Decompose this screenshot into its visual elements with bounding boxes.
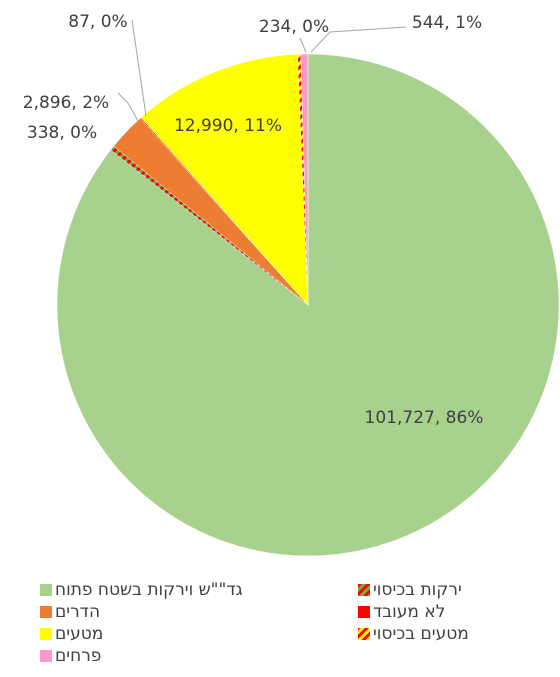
leader-line bbox=[131, 19, 147, 117]
leader-line bbox=[310, 26, 407, 53]
legend-swatch bbox=[40, 650, 52, 662]
data-label: 338, 0% bbox=[27, 123, 97, 143]
legend-label: ירקות בכיסוי bbox=[373, 580, 462, 600]
data-label: 2,896, 2% bbox=[23, 93, 109, 113]
leader-line bbox=[299, 37, 307, 53]
legend-swatch-hatch bbox=[358, 628, 370, 640]
pie-slice bbox=[140, 53, 309, 306]
legend-swatch bbox=[40, 606, 52, 618]
legend-swatch bbox=[40, 628, 52, 640]
legend-label: לא מעובד bbox=[373, 602, 445, 622]
pie-slice bbox=[300, 53, 309, 306]
data-label: 87, 0% bbox=[68, 12, 127, 32]
legend-label: מטעים בכיסוי bbox=[373, 624, 469, 644]
legend-label: פרחים bbox=[55, 646, 101, 666]
legend-label: הדרים bbox=[55, 602, 100, 622]
legend-label: מטעים bbox=[55, 624, 103, 644]
data-label: 101,727, 86% bbox=[365, 408, 484, 428]
leader-line bbox=[117, 92, 139, 122]
data-label: 12,990, 11% bbox=[174, 116, 282, 136]
pie-slice-hatch bbox=[110, 146, 308, 305]
data-label: 544, 1% bbox=[412, 13, 482, 33]
pie-slice-hatch bbox=[297, 54, 308, 306]
legend-swatch-hatch bbox=[358, 584, 370, 596]
legend-swatch bbox=[358, 606, 370, 618]
legend-swatch bbox=[40, 584, 52, 596]
legend-label: גד""ש וירקות בשטח פתוח bbox=[55, 580, 243, 600]
data-label: 234, 0% bbox=[259, 17, 329, 37]
